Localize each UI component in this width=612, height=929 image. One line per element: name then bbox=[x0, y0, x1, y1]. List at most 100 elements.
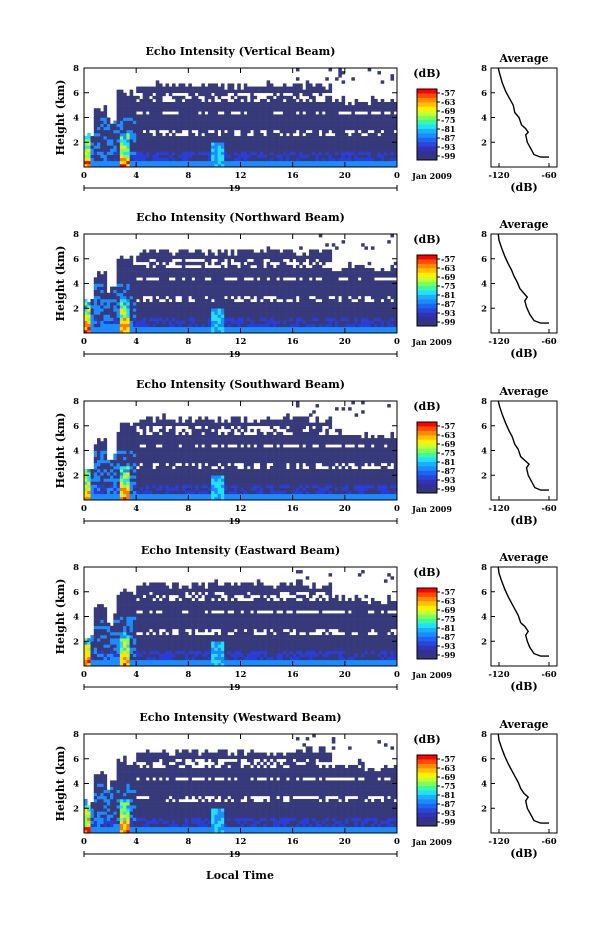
heatmap-cell bbox=[227, 108, 232, 112]
heatmap-cell bbox=[123, 425, 127, 430]
heatmap-cell bbox=[93, 302, 98, 306]
heatmap-cell bbox=[269, 102, 274, 106]
heatmap-cell bbox=[100, 456, 104, 461]
heatmap-cell bbox=[240, 145, 245, 149]
heatmap-cell bbox=[172, 280, 176, 284]
heatmap-cell bbox=[328, 302, 333, 306]
heatmap-cell bbox=[113, 326, 117, 331]
heatmap-cell bbox=[289, 86, 293, 90]
heatmap-cell bbox=[237, 136, 241, 140]
heatmap-cell bbox=[266, 255, 271, 260]
heatmap-cell bbox=[289, 305, 293, 309]
heatmap-cell bbox=[119, 111, 124, 115]
heatmap-cell bbox=[220, 83, 225, 87]
heatmap-cell bbox=[393, 114, 398, 118]
heatmap-cell bbox=[123, 117, 127, 121]
heatmap-cell bbox=[335, 154, 339, 159]
heatmap-cell bbox=[256, 142, 261, 146]
heatmap-cell bbox=[253, 105, 258, 109]
heatmap-cell bbox=[155, 105, 160, 109]
heatmap-cell bbox=[230, 154, 235, 159]
colorbar-band bbox=[417, 272, 437, 278]
heatmap-cell bbox=[191, 95, 196, 100]
heatmap-cell bbox=[185, 277, 189, 281]
heatmap-cell bbox=[123, 142, 127, 146]
heatmap-cell bbox=[106, 320, 111, 325]
heatmap-cell bbox=[308, 120, 313, 124]
heatmap-cell bbox=[263, 292, 267, 297]
heatmap-cell bbox=[331, 326, 336, 331]
heatmap-cell bbox=[214, 292, 218, 297]
heatmap-cell bbox=[370, 280, 375, 284]
heatmap-cell bbox=[110, 305, 114, 309]
heatmap-cell bbox=[282, 160, 287, 165]
heatmap-cell bbox=[110, 487, 114, 492]
heatmap-cell bbox=[390, 129, 395, 134]
heatmap-cell bbox=[367, 111, 372, 115]
heatmap-cell bbox=[247, 114, 251, 118]
heatmap-cell bbox=[142, 98, 147, 103]
colorbar-tick-label: -87 bbox=[441, 133, 455, 143]
heatmap-cell bbox=[185, 305, 189, 309]
heatmap-cell bbox=[230, 314, 235, 318]
heatmap-cell bbox=[286, 317, 290, 321]
heatmap-cell bbox=[162, 465, 166, 470]
heatmap-cell bbox=[126, 261, 130, 266]
heatmap-cell bbox=[165, 148, 170, 152]
heatmap-cell bbox=[106, 326, 111, 331]
heatmap-cell bbox=[260, 148, 264, 152]
heatmap-cell bbox=[172, 123, 176, 128]
heatmap-cell bbox=[119, 289, 124, 294]
heatmap-cell bbox=[292, 139, 297, 143]
heatmap-cell bbox=[168, 283, 173, 287]
heatmap-cell bbox=[126, 298, 130, 303]
heatmap-cell bbox=[305, 314, 310, 318]
heatmap-cell bbox=[361, 148, 365, 152]
heatmap-cell bbox=[165, 435, 170, 439]
heatmap-cell bbox=[351, 326, 355, 331]
heatmap-cell bbox=[139, 151, 143, 155]
heatmap-cell bbox=[158, 465, 163, 470]
heatmap-cell bbox=[279, 95, 284, 100]
heatmap-cell bbox=[204, 139, 209, 143]
heatmap-cell bbox=[282, 249, 287, 253]
heatmap-cell bbox=[348, 323, 352, 328]
heatmap-cell bbox=[364, 160, 368, 165]
heatmap-cell bbox=[299, 139, 303, 143]
heatmap-cell bbox=[240, 252, 245, 256]
heatmap-cell bbox=[129, 320, 134, 325]
heatmap-cell bbox=[168, 289, 173, 294]
heatmap-cell bbox=[299, 326, 303, 331]
x-tick-label: 4 bbox=[133, 337, 139, 347]
heatmap-cell bbox=[201, 163, 205, 168]
heatmap-cell bbox=[338, 326, 342, 331]
heatmap-cell bbox=[383, 314, 388, 318]
heatmap-cell bbox=[279, 123, 284, 128]
heatmap-cell bbox=[204, 311, 209, 315]
heatmap-cell bbox=[201, 145, 205, 149]
heatmap-cell bbox=[162, 422, 166, 427]
heatmap-cell bbox=[165, 311, 170, 315]
heatmap-cell bbox=[119, 142, 124, 146]
heatmap-cell bbox=[351, 139, 355, 143]
heatmap-cell bbox=[302, 136, 307, 140]
heatmap-cell bbox=[175, 252, 179, 256]
heatmap-cell bbox=[139, 493, 143, 498]
heatmap-cell bbox=[354, 142, 359, 146]
heatmap-cell bbox=[299, 98, 303, 103]
heatmap-cell bbox=[129, 308, 134, 312]
heatmap-cell bbox=[266, 323, 271, 328]
heatmap-cell bbox=[390, 317, 395, 321]
heatmap-cell bbox=[224, 136, 228, 140]
x-tick-label: 8 bbox=[185, 171, 191, 181]
heatmap-cell bbox=[116, 136, 121, 140]
heatmap-cell bbox=[308, 163, 313, 168]
heatmap-cell bbox=[126, 258, 130, 263]
heatmap-cell bbox=[97, 280, 101, 284]
heatmap-cell bbox=[126, 264, 130, 269]
heatmap-cell bbox=[370, 292, 375, 297]
heatmap-cell bbox=[308, 117, 313, 121]
heatmap-cell bbox=[299, 320, 303, 325]
heatmap-cell bbox=[286, 95, 290, 100]
heatmap-cell bbox=[286, 283, 290, 287]
